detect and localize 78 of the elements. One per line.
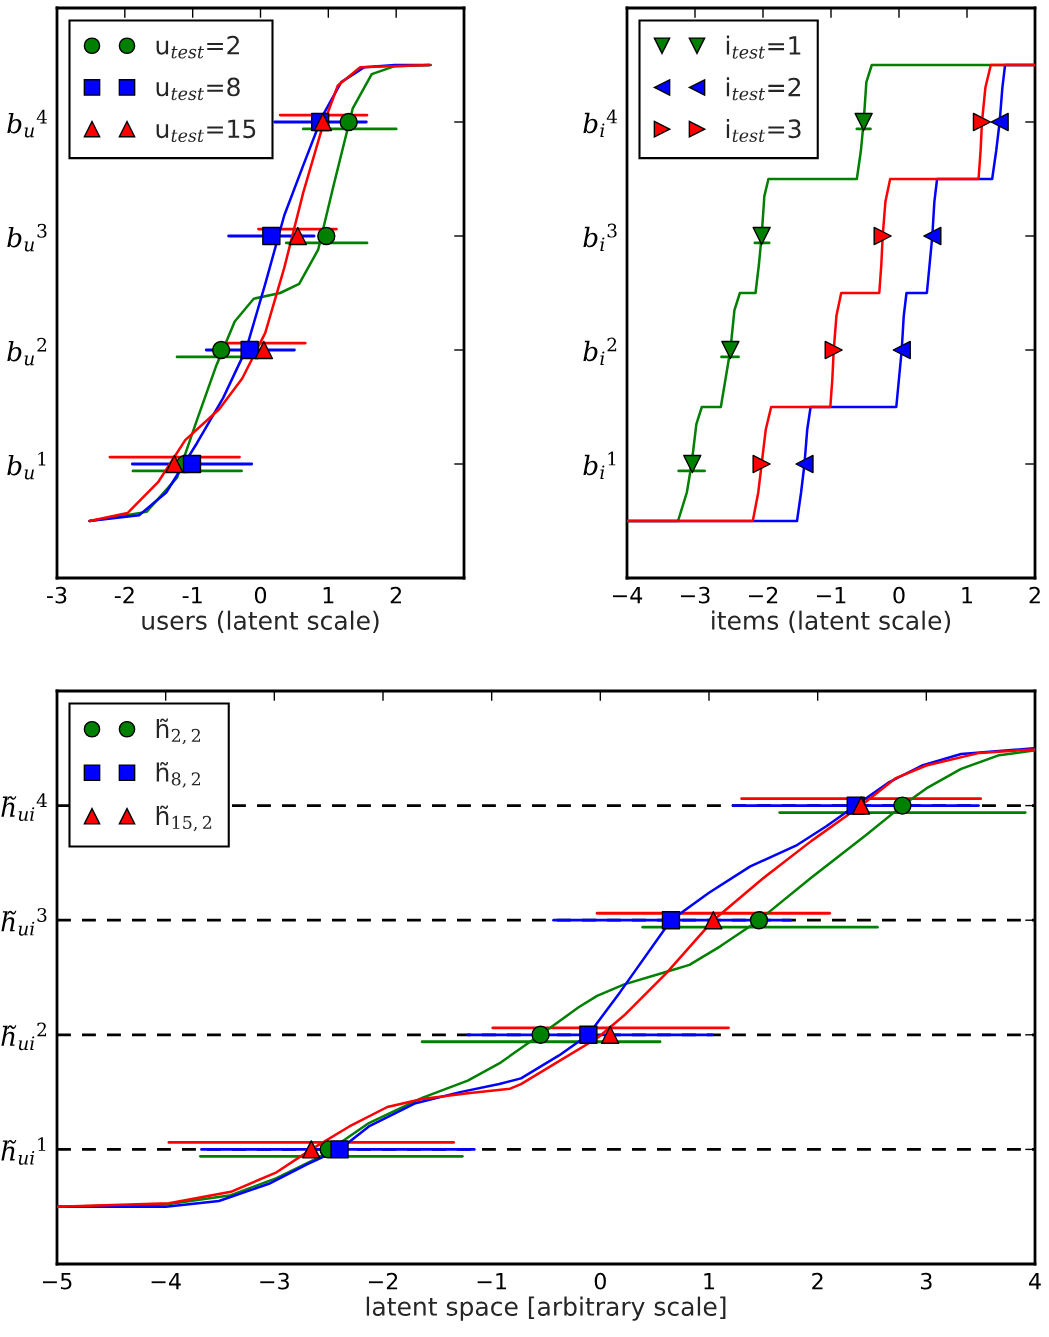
y-tick-label: b$_{i}$$^{2}$ xyxy=(583,337,617,366)
point xyxy=(165,454,184,474)
point xyxy=(182,454,202,474)
x-tick-label: 0 xyxy=(254,586,267,604)
point xyxy=(704,910,723,930)
legend-label: h̃$_{15,2}$ xyxy=(156,805,212,832)
point xyxy=(721,340,740,360)
y-tick-label: b$_{i}$$^{3}$ xyxy=(583,223,617,252)
x-tick-label: 2 xyxy=(812,1272,823,1290)
point xyxy=(330,1140,349,1159)
x-tick-label: 0 xyxy=(594,1272,606,1290)
y-tick-label: b$_{u}$$^{4}$ xyxy=(7,109,47,138)
x-tick-label: 1 xyxy=(962,587,973,604)
x-tick-label: 0 xyxy=(893,586,905,604)
point xyxy=(683,454,702,474)
point xyxy=(854,112,873,132)
point xyxy=(795,454,814,474)
legend-label: h̃$_{8,2}$ xyxy=(156,762,200,788)
x-tick-label: −3 xyxy=(680,586,710,604)
point xyxy=(579,1025,598,1045)
legend-label: i$_{test}$=1 xyxy=(726,35,801,59)
point xyxy=(752,226,771,246)
point xyxy=(972,112,992,132)
point xyxy=(302,1140,321,1159)
y-tick-label: b$_{u}$$^{3}$ xyxy=(7,223,47,252)
x-tick-label: −2 xyxy=(748,586,778,604)
x-tick-label: 3 xyxy=(920,1272,932,1290)
point xyxy=(892,340,911,360)
x-tick-label: 1 xyxy=(704,1273,715,1290)
y-tick-label: b$_{u}$$^{2}$ xyxy=(7,337,47,366)
x-tick-label: 2 xyxy=(390,586,402,604)
point xyxy=(752,454,771,474)
x-tick-label: 4 xyxy=(1029,1273,1041,1290)
x-tick-label: -2 xyxy=(114,586,134,604)
point xyxy=(661,910,681,930)
legend-label: i$_{test}$=2 xyxy=(726,77,801,101)
point xyxy=(873,226,892,246)
y-tick-label: h̃$_{ui}$$^{2}$ xyxy=(1,1022,47,1051)
y-tick-label: h̃$_{ui}$$^{4}$ xyxy=(1,793,47,822)
x-axis-title: items (latent scale) xyxy=(712,610,951,633)
legend-label: u$_{test}$=8 xyxy=(156,77,240,101)
y-tick-label: h̃$_{ui}$$^{1}$ xyxy=(1,1137,46,1165)
point xyxy=(254,340,274,360)
x-tick-label: -1 xyxy=(182,587,202,604)
y-tick-label: b$_{i}$$^{4}$ xyxy=(583,109,618,138)
x-tick-label: −5 xyxy=(42,1273,72,1290)
x-tick-label: 2 xyxy=(1029,586,1040,604)
point xyxy=(851,796,871,815)
point xyxy=(288,226,308,246)
x-axis-title: latent space [arbitrary scale] xyxy=(366,1296,726,1321)
legend-label: u$_{test}$=15 xyxy=(156,119,256,143)
y-tick-label: h̃$_{ui}$$^{3}$ xyxy=(1,907,47,936)
x-axis-title: users (latent scale) xyxy=(142,610,379,633)
point xyxy=(531,1025,550,1045)
x-tick-label: -3 xyxy=(47,586,67,604)
point xyxy=(749,910,769,930)
x-tick-label: 1 xyxy=(323,587,334,604)
x-tick-label: −4 xyxy=(151,1273,181,1290)
point xyxy=(339,112,358,132)
x-tick-label: −4 xyxy=(612,587,643,604)
point xyxy=(262,226,281,246)
point xyxy=(923,226,942,246)
point xyxy=(240,340,259,360)
point xyxy=(893,796,912,815)
point xyxy=(990,112,1009,132)
point xyxy=(824,340,843,360)
point xyxy=(317,226,336,246)
x-tick-label: −2 xyxy=(368,1272,398,1290)
legend-label: u$_{test}$=2 xyxy=(156,35,239,59)
x-tick-label: −1 xyxy=(816,587,846,604)
y-tick-label: b$_{u}$$^{1}$ xyxy=(7,451,46,480)
y-tick-label: b$_{i}$$^{1}$ xyxy=(583,451,616,480)
x-tick-label: −3 xyxy=(260,1272,289,1290)
legend-label: h̃$_{2,2}$ xyxy=(156,718,200,745)
x-tick-label: −1 xyxy=(477,1273,506,1290)
point xyxy=(600,1025,620,1045)
legend-label: i$_{test}$=3 xyxy=(726,118,801,143)
point xyxy=(211,340,231,360)
